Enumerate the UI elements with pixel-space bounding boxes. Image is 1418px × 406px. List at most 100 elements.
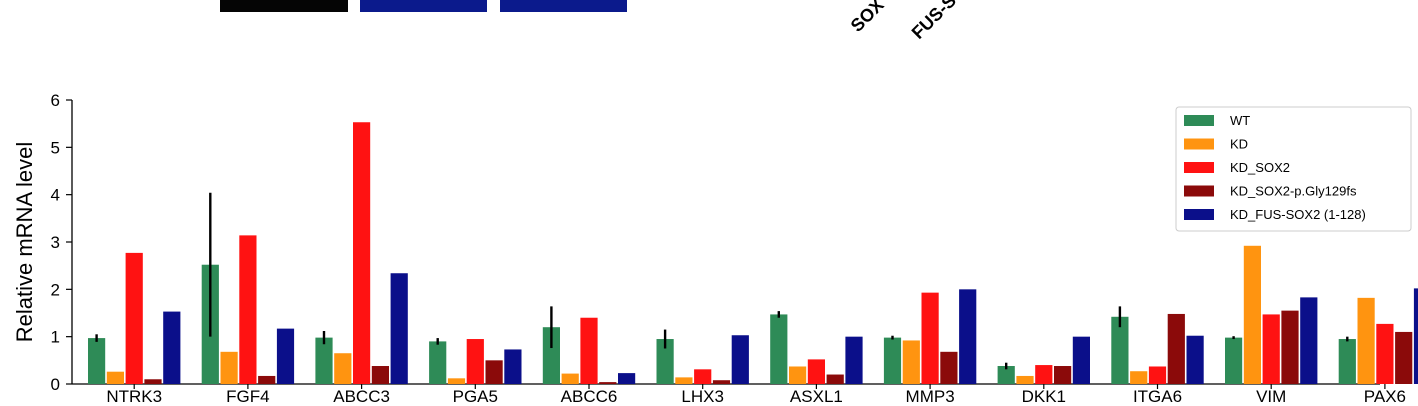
- bar: [618, 373, 636, 384]
- bar: [694, 369, 712, 384]
- y-tick-label: 1: [51, 328, 60, 347]
- y-tick-label: 6: [51, 91, 60, 110]
- bar: [1395, 331, 1413, 384]
- bar: [1035, 365, 1053, 384]
- x-ticks: NTRK3 FGF4 ABCC3 PGA5 ABCC6 LHX3 ASXL1 MMP3 DKK1…: [106, 384, 1406, 406]
- bar: [390, 273, 408, 384]
- bar: [1225, 337, 1243, 384]
- bar: [371, 366, 389, 384]
- bar: [125, 252, 143, 384]
- bar: [1167, 313, 1185, 384]
- top-rotated-label-right: FUS-S: [908, 0, 960, 43]
- bar: [276, 328, 295, 384]
- bar: [1413, 288, 1418, 384]
- y-tick-label: 3: [51, 233, 60, 252]
- bar: [504, 349, 522, 384]
- y-tick-label: 4: [51, 186, 60, 205]
- bar: [902, 340, 920, 384]
- x-tick-label: MMP3: [906, 387, 955, 406]
- x-tick-label: ABCC3: [333, 387, 390, 406]
- y-tick-label: 0: [51, 375, 60, 394]
- bar: [1262, 314, 1280, 384]
- bar: [580, 317, 598, 384]
- bar: [1148, 366, 1167, 384]
- bar: [334, 353, 352, 384]
- y-axis-label: Relative mRNA level: [12, 142, 37, 343]
- x-tick-label: PGA5: [453, 387, 498, 406]
- bar: [1072, 336, 1090, 384]
- image-panel-1: [220, 0, 348, 12]
- bar: [88, 338, 106, 384]
- bar: [353, 122, 371, 384]
- bar: [770, 314, 788, 384]
- bar: [1281, 310, 1299, 384]
- legend-swatch: [1184, 115, 1214, 126]
- image-panel-3: [500, 0, 627, 12]
- x-tick-label: PAX6: [1364, 387, 1406, 406]
- bar: [675, 377, 693, 384]
- bar: [1054, 366, 1072, 384]
- bar: [561, 373, 579, 384]
- x-tick-label: FGF4: [226, 387, 269, 406]
- bar: [731, 335, 749, 384]
- bar: [144, 379, 162, 384]
- legend: WT KD KD_SOX2 KD_SOX2-p.Gly129fs KD_FUS-SOX2…: [1175, 106, 1412, 232]
- top-rotated-label-left: SOX: [847, 0, 888, 36]
- bar: [315, 337, 333, 384]
- bar: [1111, 316, 1129, 384]
- bar: [1243, 245, 1261, 384]
- bar: [712, 380, 731, 384]
- bar: [1338, 339, 1356, 384]
- legend-frame: [1175, 106, 1412, 232]
- top-image-strip: [220, 0, 627, 12]
- x-tick-label: DKK1: [1022, 387, 1066, 406]
- y-ticks: 0 1 2 3 4 5 6: [51, 91, 72, 394]
- bar: [599, 382, 617, 384]
- bar: [220, 351, 238, 384]
- bar: [883, 337, 902, 384]
- x-tick-label: VIM: [1256, 387, 1286, 406]
- bars-group: [88, 122, 1418, 384]
- image-panel-2: [360, 0, 487, 12]
- bar: [997, 366, 1015, 384]
- bar: [258, 375, 276, 384]
- bar: [959, 289, 977, 384]
- x-tick-label: LHX3: [681, 387, 724, 406]
- bar: [807, 359, 825, 384]
- bar: [845, 336, 863, 384]
- error-bars-group: [95, 192, 1349, 370]
- bar: [1130, 371, 1148, 384]
- x-tick-label: NTRK3: [106, 387, 162, 406]
- bar: [429, 341, 447, 384]
- legend-swatch: [1184, 185, 1214, 197]
- bar: [826, 374, 844, 384]
- bar: [921, 292, 939, 384]
- legend-label: KD_FUS-SOX2 (1-128): [1230, 207, 1366, 222]
- y-tick-label: 2: [51, 280, 60, 299]
- y-tick-label: 5: [51, 138, 60, 157]
- bar: [239, 235, 257, 384]
- bar: [485, 360, 503, 384]
- x-tick-label: ITGA6: [1133, 387, 1182, 406]
- bar: [466, 339, 484, 384]
- bar: [106, 371, 124, 384]
- bar: [656, 339, 674, 384]
- bar: [1376, 323, 1394, 384]
- bar: [163, 311, 181, 384]
- x-tick-label: ASXL1: [790, 387, 843, 406]
- legend-label: WT: [1230, 113, 1250, 128]
- bar: [1357, 297, 1375, 384]
- bar: [1300, 297, 1318, 384]
- bar: [542, 327, 560, 384]
- legend-swatch: [1184, 138, 1214, 150]
- bar: [447, 378, 466, 384]
- legend-swatch: [1184, 162, 1214, 173]
- bar: [1186, 335, 1204, 384]
- legend-label: KD_SOX2: [1230, 160, 1290, 175]
- legend-label: KD: [1230, 137, 1248, 152]
- legend-swatch: [1184, 209, 1214, 220]
- x-tick-label: ABCC6: [561, 387, 618, 406]
- bar: [940, 351, 958, 384]
- bar: [789, 366, 807, 384]
